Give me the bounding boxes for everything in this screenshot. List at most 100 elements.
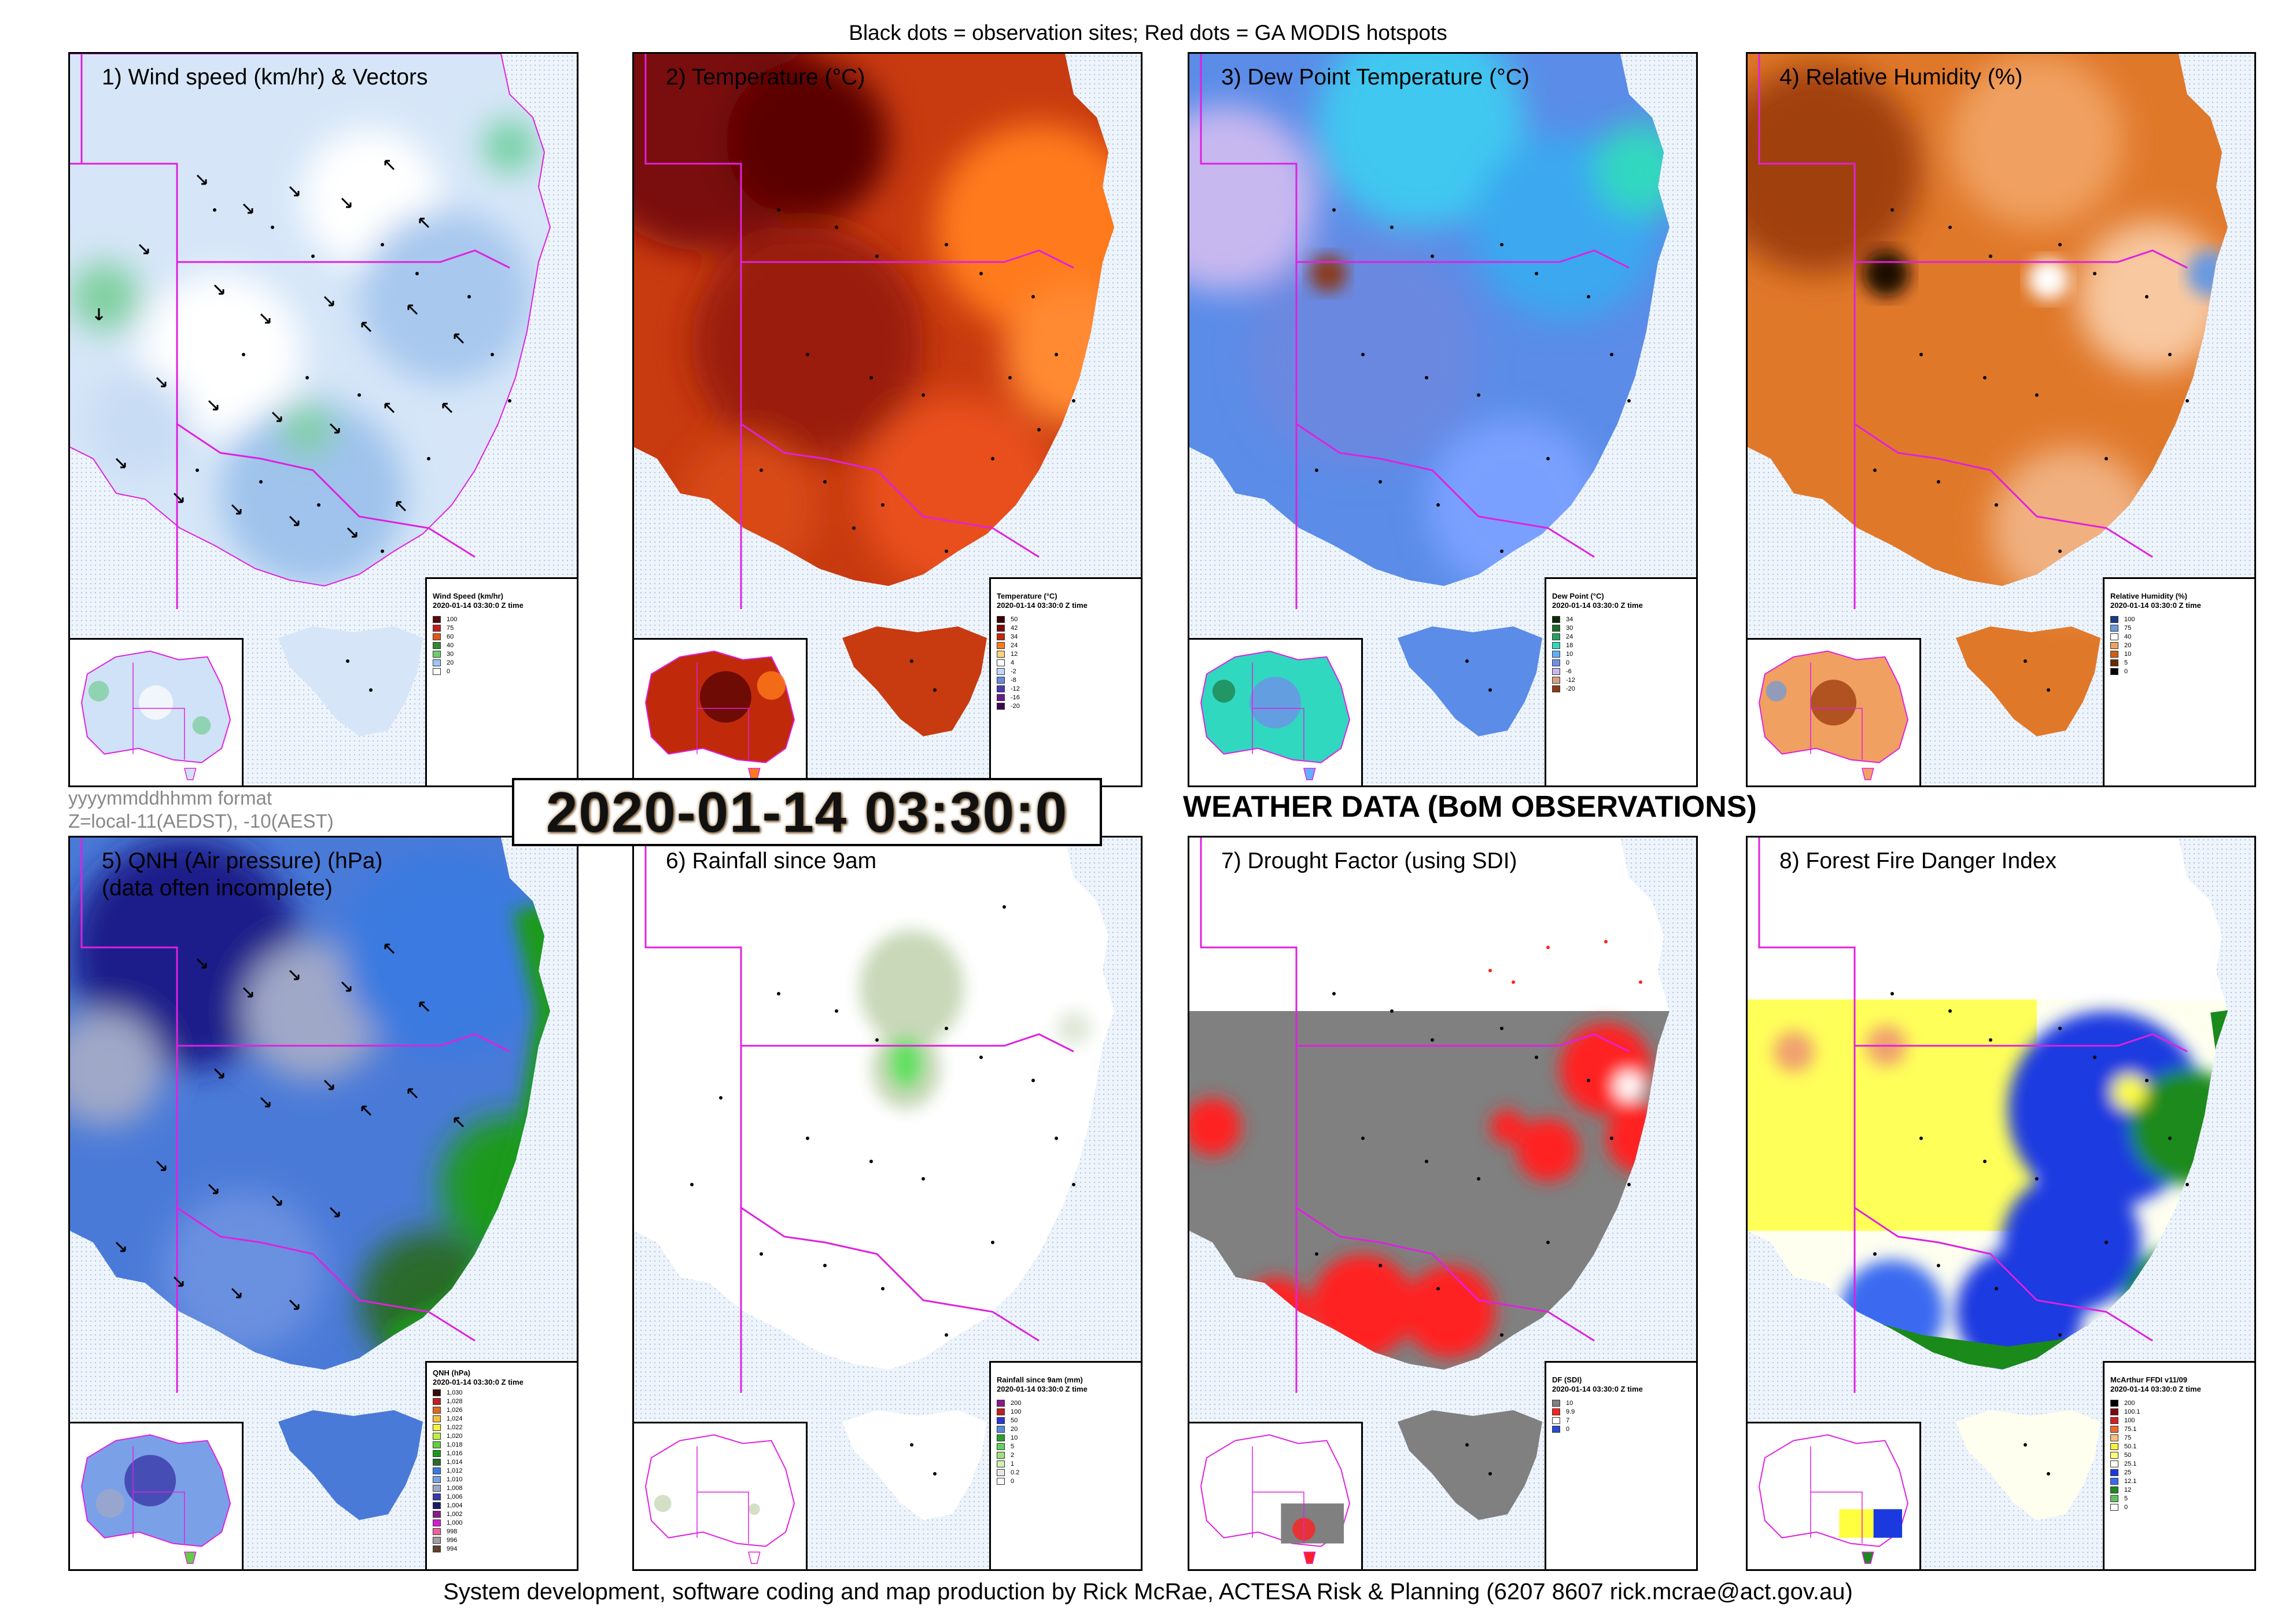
legend-label: 1,024	[447, 1415, 463, 1422]
legend-swatch	[433, 1502, 441, 1509]
legend-label: 1,000	[447, 1519, 463, 1526]
legend-swatch	[2110, 1495, 2118, 1502]
legend-label: 30	[447, 650, 454, 658]
legend-label: 10	[1566, 650, 1573, 658]
legend-label: 1,014	[447, 1458, 463, 1466]
panel-title: 1) Wind speed (km/hr) & Vectors	[102, 65, 428, 90]
legend-swatch	[2110, 641, 2118, 649]
legend-row: 50	[2110, 1451, 2250, 1459]
legend-title: McArthur FFDI v11/09	[2110, 1375, 2187, 1384]
legend-swatch	[433, 667, 441, 675]
legend-label: 0	[1566, 659, 1570, 666]
legend-label: 25	[2124, 1469, 2132, 1476]
legend-swatch	[997, 641, 1005, 649]
australia-inset-map	[1748, 638, 1921, 785]
map-legend: Rainfall since 9am (mm) 2020-01-14 03:30…	[989, 1361, 1141, 1569]
legend-label: 50.1	[2124, 1443, 2137, 1450]
legend-label: 100	[2124, 615, 2135, 623]
legend-swatch	[433, 1415, 441, 1422]
legend-swatch	[997, 650, 1005, 658]
legend-row: 998	[433, 1527, 572, 1536]
legend-swatch	[2110, 1451, 2118, 1459]
legend-row: 1,010	[433, 1475, 572, 1484]
legend-row: 1,022	[433, 1423, 572, 1432]
legend-row: 30	[433, 650, 572, 658]
legend-swatch	[1552, 685, 1560, 692]
legend-swatch	[433, 1449, 441, 1457]
legend-label: 75.1	[2124, 1425, 2137, 1433]
legend-swatch	[433, 1484, 441, 1492]
legend-swatch	[1552, 1399, 1560, 1407]
legend-swatch	[433, 1476, 441, 1483]
panel-temperature: 2) Temperature (°C) Temperature (°C) 202…	[632, 52, 1143, 787]
legend-label: 1,010	[447, 1476, 463, 1483]
legend-label: 7	[1566, 1417, 1570, 1424]
legend-swatch	[2110, 624, 2118, 632]
legend-swatch	[433, 1423, 441, 1431]
legend-label: 50	[2124, 1451, 2132, 1459]
panel-title: 8) Forest Fire Danger Index	[1779, 849, 2057, 873]
legend-swatch	[433, 633, 441, 640]
legend-swatch	[997, 1425, 1005, 1433]
legend-swatch	[433, 1458, 441, 1466]
legend-row: 20	[2110, 641, 2250, 650]
legend-label: -6	[1566, 667, 1572, 675]
legend-title: Dew Point (°C)	[1552, 592, 1604, 600]
legend-swatch	[2110, 1503, 2118, 1511]
legend-row: 1,000	[433, 1518, 572, 1527]
legend-row: 30	[1552, 624, 1691, 632]
australia-inset-map	[634, 638, 808, 785]
legend-label: 1,030	[447, 1389, 463, 1396]
observation-timestamp: 2020-01-14 03:30:0	[512, 778, 1102, 846]
legend-label: 60	[447, 633, 454, 640]
legend-label: 18	[1566, 641, 1573, 649]
legend-swatch	[433, 1406, 441, 1414]
legend-row: 1,012	[433, 1466, 572, 1475]
legend-row: 34	[997, 632, 1136, 641]
panel-relative-humidity: 4) Relative Humidity (%) Relative Humidi…	[1746, 52, 2256, 787]
australia-inset-map	[1748, 1422, 1921, 1569]
legend-row: 34	[1552, 615, 1691, 624]
legend-time: 2020-01-14 03:30:0 Z time	[433, 601, 524, 610]
legend-row: 1,014	[433, 1458, 572, 1466]
legend-label: -2	[1011, 667, 1016, 675]
legend-swatch	[2110, 633, 2118, 640]
legend-title: DF (SDI)	[1552, 1375, 1582, 1384]
legend-row: 75	[2110, 624, 2250, 632]
legend-time: 2020-01-14 03:30:0 Z time	[1552, 1385, 1643, 1393]
legend-row: 10	[1552, 650, 1691, 658]
legend-row: 1,002	[433, 1510, 572, 1518]
legend-label: 5	[2124, 659, 2128, 666]
legend-row: 1,028	[433, 1397, 572, 1406]
legend-swatch	[1552, 641, 1560, 649]
legend-label: 100	[1011, 1408, 1022, 1415]
legend-label: 34	[1011, 633, 1018, 640]
legend-swatch	[1552, 633, 1560, 640]
header-note: Black dots = observation sites; Red dots…	[849, 21, 1447, 45]
legend-row: 12	[2110, 1485, 2250, 1494]
legend-label: 100.1	[2124, 1408, 2140, 1415]
panel-drought-factor: 7) Drought Factor (using SDI) DF (SDI) 2…	[1188, 836, 1698, 1571]
legend-swatch	[1552, 676, 1560, 684]
australia-inset-map	[70, 1422, 244, 1569]
legend-label: 996	[447, 1536, 458, 1544]
legend-swatch	[2110, 1408, 2118, 1415]
legend-label: 1,026	[447, 1406, 463, 1414]
legend-time: 2020-01-14 03:30:0 Z time	[2110, 601, 2201, 610]
legend-swatch	[2110, 1434, 2118, 1441]
legend-row: 4	[997, 658, 1136, 667]
legend-row: 0	[433, 667, 572, 676]
map-legend: Wind Speed (km/hr) 2020-01-14 03:30:0 Z …	[425, 577, 577, 785]
legend-row: 1,024	[433, 1414, 572, 1423]
timestamp-format-note: yyyymmddhhmm format Z=local-11(AEDST), -…	[68, 787, 334, 833]
map-legend: DF (SDI) 2020-01-14 03:30:0 Z time 10 9.9…	[1545, 1361, 1696, 1569]
legend-row: 18	[1552, 641, 1691, 650]
map-legend: Temperature (°C) 2020-01-14 03:30:0 Z ti…	[989, 577, 1141, 785]
legend-label: 1,006	[447, 1493, 463, 1500]
legend-swatch	[997, 1451, 1005, 1459]
legend-swatch	[433, 1397, 441, 1405]
legend-row: 0	[1552, 1425, 1691, 1433]
legend-row: -6	[1552, 667, 1691, 676]
legend-swatch	[2110, 659, 2118, 666]
legend-label: 5	[2124, 1495, 2128, 1502]
